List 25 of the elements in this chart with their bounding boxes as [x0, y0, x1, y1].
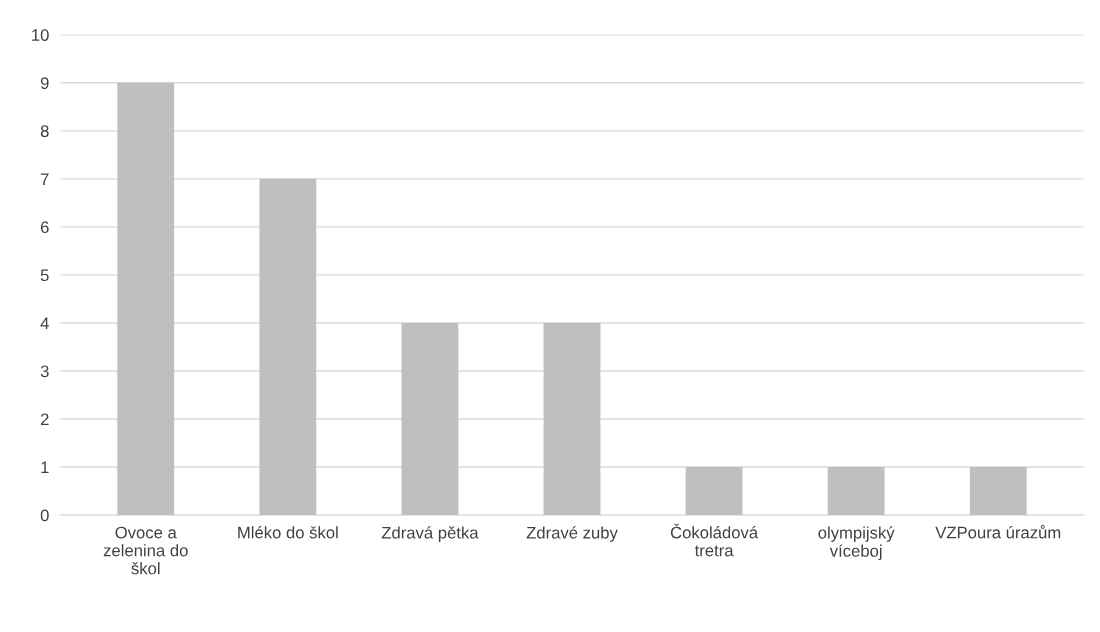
- x-tick-label: Mléko do škol: [238, 526, 338, 539]
- y-tick-label: 2: [40, 413, 49, 426]
- y-tick-label: 4: [40, 317, 49, 329]
- y-tick-label: 9: [40, 77, 49, 89]
- bar: [259, 178, 317, 516]
- x-tick-label: Čokoládová tretra: [670, 523, 759, 557]
- bar: [543, 322, 601, 516]
- bar: [117, 82, 175, 516]
- x-tick-label: Zdravá pětka: [381, 526, 479, 542]
- y-tick-label: 3: [40, 365, 49, 378]
- x-tick-label: VZPoura úrazům: [935, 524, 1061, 539]
- x-tick-label: Ovoce a zelenina do škol: [103, 526, 188, 575]
- bar: [401, 322, 459, 516]
- y-tick-label: 1: [41, 461, 49, 474]
- x-tick-label: Zdravé zuby: [526, 526, 618, 542]
- y-tick-label: 5: [40, 269, 49, 282]
- y-tick-label: 10: [32, 29, 49, 41]
- bar: [969, 467, 1027, 516]
- x-tick-label: olympijský víceboj: [818, 526, 895, 561]
- y-tick-label: 8: [40, 125, 49, 138]
- bar: [827, 467, 885, 516]
- y-tick-label: 6: [40, 221, 49, 234]
- bar: [685, 467, 743, 516]
- y-tick-label: 0: [40, 509, 49, 522]
- y-tick-label: 7: [40, 173, 49, 185]
